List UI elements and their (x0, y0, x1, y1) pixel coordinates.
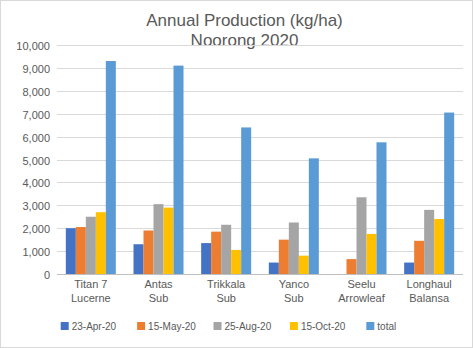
legend-swatch (137, 322, 145, 330)
legend-swatch (366, 322, 374, 330)
y-tick-label: 0 (44, 269, 50, 281)
grid-line (57, 45, 463, 46)
bar (424, 210, 434, 274)
grid-line (57, 68, 463, 69)
x-tick-label-line: Sub (284, 292, 304, 304)
x-tick-label-line: Longhaul (407, 278, 452, 290)
bar (241, 127, 251, 274)
legend-swatch (61, 322, 69, 330)
y-tick-label: 10,000 (16, 40, 50, 52)
bar (66, 228, 76, 274)
bar (279, 240, 289, 274)
bar (86, 217, 96, 274)
bar (201, 243, 211, 274)
bar (309, 158, 319, 274)
x-tick-label-line: Arrowleaf (338, 292, 385, 304)
x-tick-label: Longhaul Balansa (407, 278, 452, 304)
grid-line (57, 205, 463, 206)
x-tick-label-line: Trikkala (207, 278, 246, 290)
bar (154, 204, 164, 274)
legend-label: 25-Aug-20 (225, 321, 272, 332)
bar (337, 274, 347, 275)
y-tick-label: 7,000 (22, 109, 50, 121)
y-tick-label: 4,000 (22, 177, 50, 189)
grid-line (57, 160, 463, 161)
grid-line (57, 91, 463, 92)
bar (221, 225, 231, 274)
chart-border (1, 1, 473, 348)
x-tick-label-line: Sub (149, 292, 169, 304)
grid-line (57, 251, 463, 252)
grid-line (57, 114, 463, 115)
x-tick-label-line: Sub (216, 292, 236, 304)
x-tick-label-line: Yanco (279, 278, 309, 290)
bar (96, 212, 106, 274)
x-tick-label-line: Seelu (347, 278, 375, 290)
y-tick-label: 3,000 (22, 200, 50, 212)
legend-label: 23-Apr-20 (72, 321, 117, 332)
bar (144, 230, 154, 274)
bar (377, 142, 387, 274)
bar (174, 66, 184, 274)
legend-label: 15-May-20 (148, 321, 196, 332)
bar (299, 256, 309, 274)
y-tick-label: 8,000 (22, 86, 50, 98)
x-tick-label: Seelu Arrowleaf (338, 278, 385, 304)
legend: 23-Apr-20 15-May-20 25-Aug-20 15-Oct-20 tota… (61, 321, 397, 332)
y-tick-label: 2,000 (22, 223, 50, 235)
bar (444, 113, 454, 274)
bar (134, 244, 144, 274)
subtitle: Noorong 2020 (191, 31, 299, 50)
x-tick-label: Titan 7 Lucerne (71, 278, 111, 304)
bar (404, 263, 414, 274)
y-tick-label: 1,000 (22, 246, 50, 258)
bar (269, 263, 279, 274)
bar (211, 232, 221, 274)
x-tick-label: Antas Sub (144, 278, 173, 304)
grid-line (57, 228, 463, 229)
y-tick-label: 6,000 (22, 132, 50, 144)
x-tick-label-line: Lucerne (71, 292, 111, 304)
bar (164, 208, 174, 274)
x-tick-label-line: Titan 7 (74, 278, 107, 290)
bar (347, 259, 357, 274)
x-tick-label-line: Antas (144, 278, 173, 290)
legend-swatch (290, 322, 298, 330)
title: Annual Production (kg/ha) (146, 11, 343, 30)
bar (357, 197, 367, 274)
grid-line (57, 274, 463, 275)
bar (367, 234, 377, 274)
bar (231, 250, 241, 274)
legend-label: total (377, 321, 396, 332)
x-tick-label: Trikkala Sub (207, 278, 246, 304)
bar (414, 241, 424, 274)
bar (76, 227, 86, 274)
chart: Annual Production (kg/ha)Noorong 2020 0 1,… (0, 0, 473, 348)
bar (434, 219, 444, 274)
grid-line (57, 182, 463, 183)
bar (289, 222, 299, 274)
bar (106, 61, 116, 274)
legend-swatch (214, 322, 222, 330)
y-tick-label: 5,000 (22, 155, 50, 167)
x-tick-label-line: Balansa (409, 292, 450, 304)
legend-label: 15-Oct-20 (301, 321, 346, 332)
grid-line (57, 137, 463, 138)
grid (57, 46, 463, 275)
bars (66, 61, 454, 274)
y-tick-label: 9,000 (22, 63, 50, 75)
x-tick-label: Yanco Sub (279, 278, 309, 304)
